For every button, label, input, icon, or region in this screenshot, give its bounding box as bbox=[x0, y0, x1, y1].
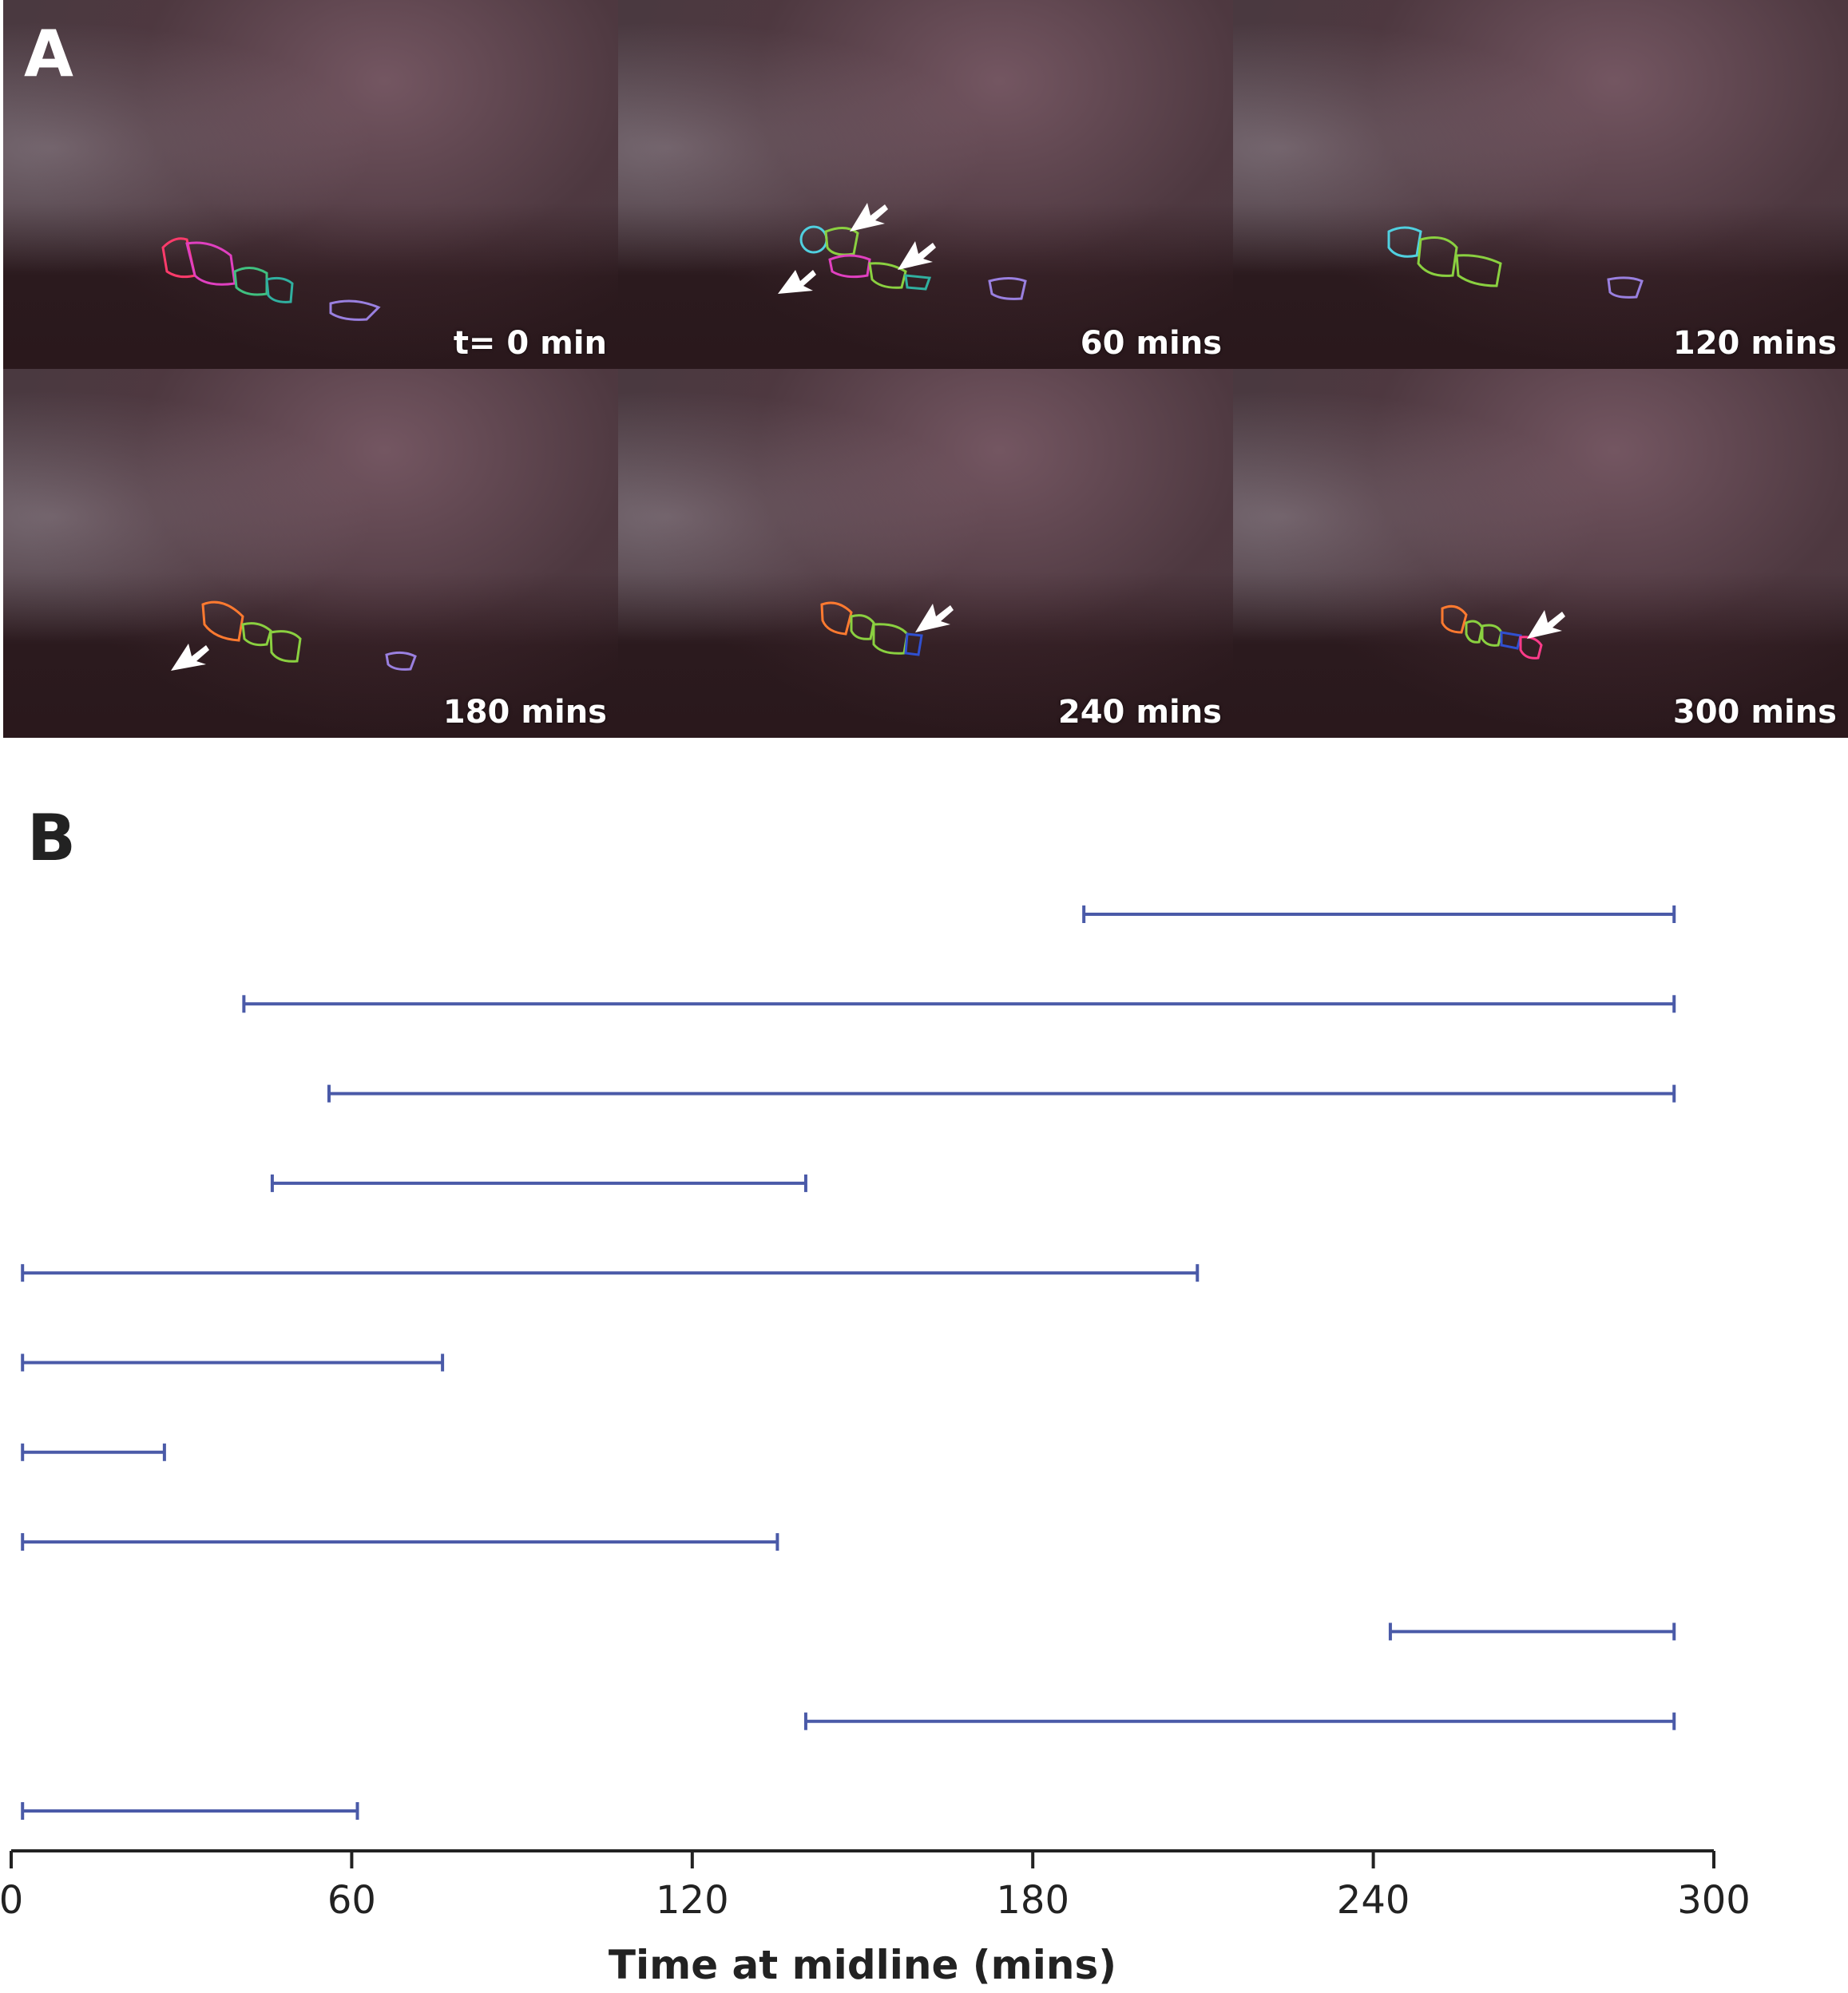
arrow-icon bbox=[778, 203, 936, 294]
x-tick-label: 240 bbox=[1337, 1878, 1410, 1923]
interval-5 bbox=[21, 1264, 1200, 1282]
cell-outlines bbox=[820, 601, 954, 656]
interval-2 bbox=[242, 995, 1676, 1013]
x-tick-label: 180 bbox=[996, 1878, 1069, 1923]
x-axis-ticks: 0 60 120 180 240 300 bbox=[0, 1851, 1751, 1923]
panel-a-letter: A bbox=[24, 17, 73, 91]
cell-outlines bbox=[161, 237, 381, 321]
time-label: t= 0 min bbox=[453, 325, 607, 362]
time-label: 180 mins bbox=[442, 694, 607, 731]
interval-9 bbox=[1388, 1623, 1676, 1641]
interval-3 bbox=[327, 1084, 1676, 1103]
interval-11 bbox=[21, 1802, 359, 1820]
micrograph-tile-120min: 120 mins bbox=[1233, 0, 1848, 369]
interval-10 bbox=[803, 1712, 1676, 1730]
x-tick-label: 0 bbox=[0, 1878, 23, 1923]
interval-4 bbox=[270, 1174, 807, 1192]
cell-outlines bbox=[778, 203, 1027, 300]
arrow-icon bbox=[171, 644, 209, 671]
x-tick-label: 60 bbox=[327, 1878, 376, 1923]
interval-1 bbox=[1082, 905, 1676, 923]
panel-b-letter: B bbox=[27, 801, 76, 875]
micrograph-tile-180min: 180 mins bbox=[3, 369, 618, 738]
x-tick-label: 300 bbox=[1677, 1878, 1751, 1923]
cell-outlines bbox=[1441, 604, 1565, 660]
time-label: 300 mins bbox=[1672, 694, 1837, 731]
x-axis-label: Time at midline (mins) bbox=[609, 1942, 1116, 1988]
interval-7 bbox=[21, 1443, 166, 1461]
interval-8 bbox=[21, 1533, 779, 1551]
microscopy-image-grid: t= 0 min 60 mins 120 mins bbox=[3, 0, 1848, 738]
time-label: 240 mins bbox=[1057, 694, 1222, 731]
cell-outlines bbox=[171, 600, 417, 671]
arrow-icon bbox=[915, 604, 954, 632]
interval-6 bbox=[21, 1353, 445, 1372]
micrograph-tile-0min: t= 0 min bbox=[3, 0, 618, 369]
micrograph-tile-300min: 300 mins bbox=[1233, 369, 1848, 738]
cell-outlines bbox=[1387, 226, 1644, 299]
micrograph-tile-240min: 240 mins bbox=[618, 369, 1233, 738]
interval-bars bbox=[21, 905, 1676, 1820]
x-tick-label: 120 bbox=[656, 1878, 729, 1923]
time-label: 120 mins bbox=[1672, 325, 1837, 362]
time-label: 60 mins bbox=[1080, 325, 1222, 362]
micrograph-tile-60min: 60 mins bbox=[618, 0, 1233, 369]
arrow-icon bbox=[1527, 610, 1565, 639]
